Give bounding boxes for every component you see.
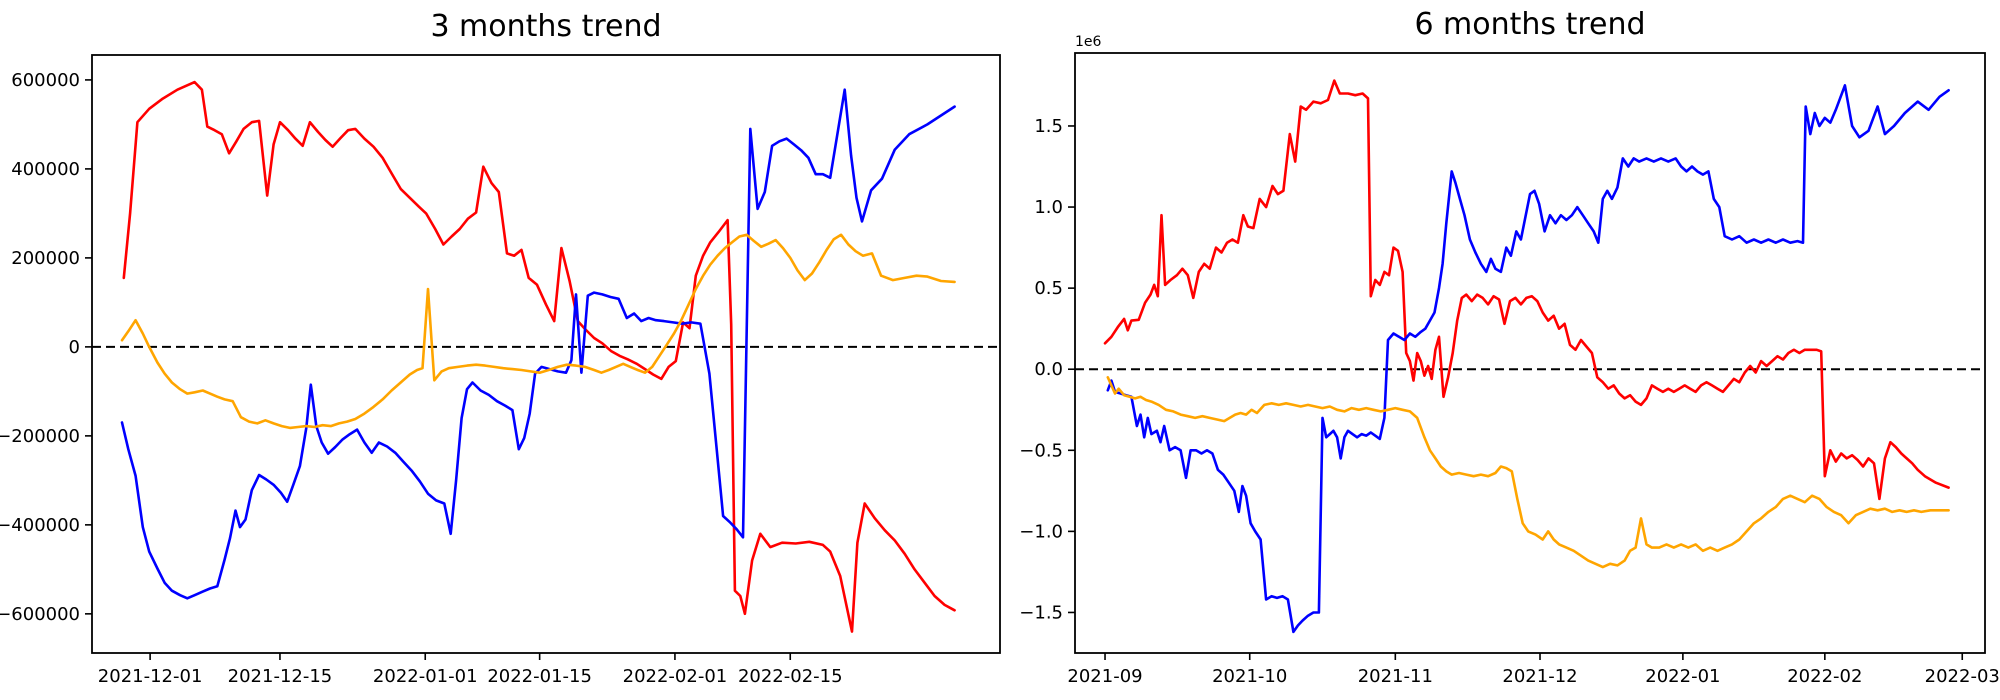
left-chart: 600000 400000 200000 0 −200000 −400000 −600000… (0, 54, 1001, 687)
y-tick-label: −600000 (0, 604, 80, 625)
x-tick-label: 2022-01 (1645, 666, 1720, 687)
series-line-orange (1106, 375, 1950, 569)
y-tick-label: 1.0 (1034, 197, 1063, 218)
y-tick-label: −1.0 (1019, 521, 1063, 542)
x-tick-label: 2021-12-15 (228, 666, 333, 687)
y-tick-label: 0.0 (1034, 359, 1063, 380)
x-tick-label: 2021-10 (1212, 666, 1287, 687)
plot-border (1074, 52, 1986, 654)
y-tick-label: 200000 (11, 248, 80, 269)
series-line-red (1103, 79, 1950, 501)
right-chart: 1.5 1.0 0.5 0.0 −0.5 −1.0 −1.5 2021-09 2021-10 20… (1019, 34, 2000, 687)
x-tick-label: 2021-12-01 (98, 666, 203, 687)
left-chart-title: 3 months trend (430, 9, 662, 44)
y-tick-label: 400000 (11, 159, 80, 180)
x-tick-label: 2021-09 (1067, 666, 1142, 687)
y-tick-label: −400000 (0, 515, 80, 536)
y-tick-label: 600000 (11, 70, 80, 91)
x-tick-label: 2022-02 (1787, 666, 1862, 687)
y-tick-label: −1.5 (1019, 602, 1063, 623)
x-tick-label: 2022-03 (1925, 666, 2000, 687)
y-tick-label: 0.5 (1034, 278, 1063, 299)
plot-border (91, 54, 1001, 654)
x-tick-label: 2022-01-01 (373, 666, 478, 687)
y-tick-label: 0 (69, 337, 80, 358)
y-tick-label: −200000 (0, 426, 80, 447)
series-line-blue (1106, 84, 1950, 634)
x-tick-label: 2022-02-15 (738, 666, 843, 687)
x-tick-label: 2022-02-01 (623, 666, 728, 687)
series-line-orange (120, 233, 956, 430)
y-axis-offset-label: 1e6 (1075, 34, 1102, 50)
x-tick-label: 2021-12 (1502, 666, 1577, 687)
series-line-red (122, 80, 956, 633)
y-tick-label: −0.5 (1019, 440, 1063, 461)
series-line-blue (120, 88, 956, 600)
x-tick-label: 2022-01-15 (487, 666, 592, 687)
right-chart-title: 6 months trend (1414, 7, 1646, 42)
y-tick-label: 1.5 (1034, 116, 1063, 137)
x-tick-label: 2021-11 (1358, 666, 1433, 687)
